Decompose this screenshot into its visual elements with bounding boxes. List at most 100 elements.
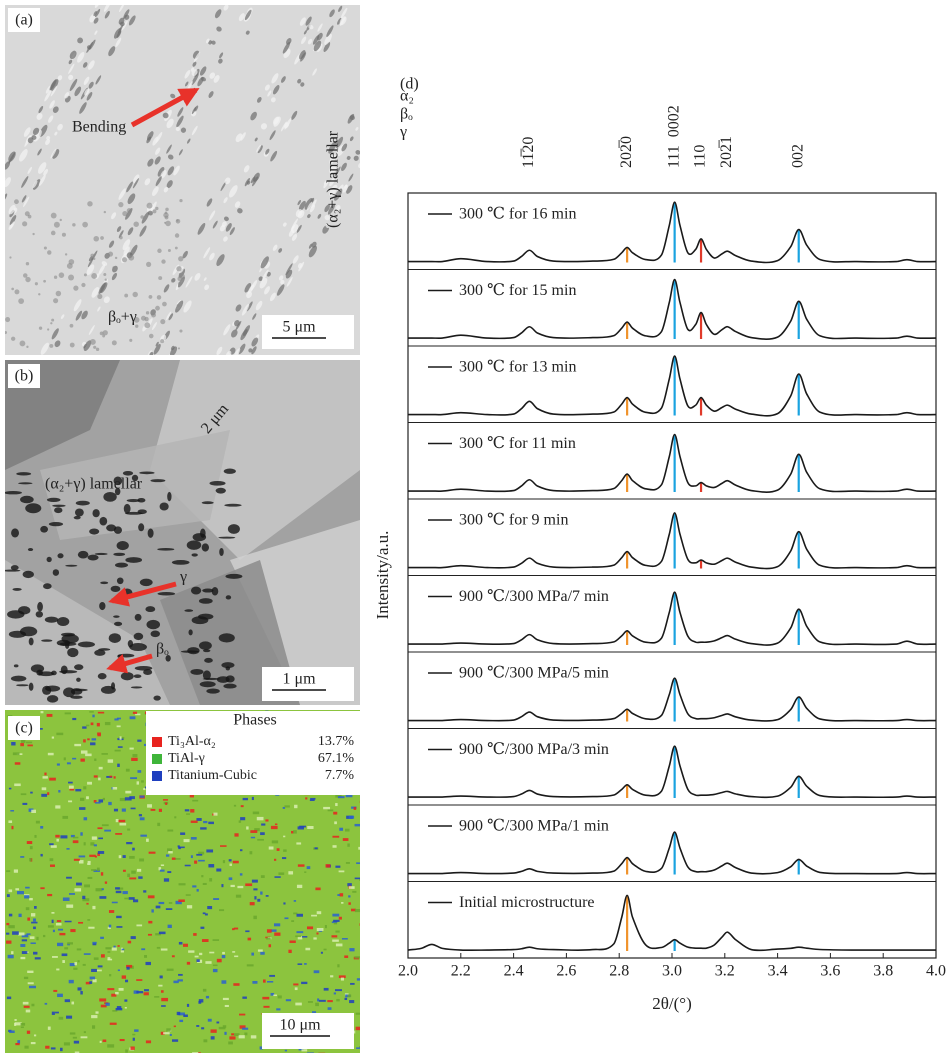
texture <box>125 797 132 800</box>
texture <box>236 895 241 898</box>
texture <box>94 775 98 777</box>
texture <box>158 276 162 280</box>
texture <box>307 1052 314 1055</box>
texture <box>43 583 52 589</box>
texture <box>179 942 183 945</box>
texture <box>317 911 321 914</box>
phase-legend-entry: βₒ <box>400 106 413 123</box>
texture <box>200 827 206 829</box>
texture <box>339 828 343 831</box>
texture <box>52 920 54 923</box>
texture <box>21 740 25 743</box>
texture <box>84 817 88 820</box>
texture <box>115 833 122 835</box>
legend-label: 900 ℃/300 MPa/5 min <box>459 665 609 682</box>
texture <box>110 1023 117 1025</box>
texture <box>315 847 318 849</box>
texture <box>57 617 69 626</box>
texture <box>144 992 149 995</box>
texture <box>28 982 34 984</box>
texture <box>198 1001 201 1004</box>
texture <box>333 812 337 815</box>
texture <box>60 219 62 221</box>
texture <box>219 909 224 911</box>
texture <box>105 1003 109 1006</box>
texture <box>25 277 30 282</box>
texture <box>24 1046 28 1049</box>
texture <box>225 574 242 579</box>
texture <box>315 888 320 891</box>
texture <box>161 1005 166 1007</box>
texture <box>53 298 58 303</box>
texture <box>74 962 77 965</box>
texture <box>78 987 82 990</box>
texture <box>95 1011 98 1013</box>
texture <box>56 291 62 297</box>
texture <box>129 339 132 342</box>
texture <box>20 743 24 746</box>
texture <box>132 292 137 297</box>
texture <box>147 203 153 209</box>
texture <box>175 858 181 860</box>
texture <box>30 792 33 794</box>
texture <box>99 799 104 802</box>
texture <box>136 924 142 926</box>
texture <box>285 1050 287 1052</box>
texture <box>212 587 219 596</box>
texture <box>242 997 247 999</box>
texture <box>294 805 297 808</box>
texture <box>297 885 302 888</box>
texture <box>200 529 206 538</box>
texture <box>261 823 265 825</box>
texture <box>105 881 107 883</box>
texture <box>274 933 280 936</box>
texture <box>231 885 235 887</box>
texture <box>58 790 60 792</box>
texture <box>172 560 190 565</box>
y-axis-title: Intensity/a.u. <box>373 531 392 620</box>
texture <box>344 955 348 958</box>
texture <box>77 948 82 950</box>
texture <box>51 1047 56 1049</box>
texture <box>9 788 12 790</box>
texture <box>17 891 24 894</box>
phase-name: Titanium-Cubic <box>168 768 257 783</box>
texture <box>115 563 128 568</box>
legend-label: Initial microstructure <box>459 894 595 911</box>
texture <box>86 796 89 799</box>
texture <box>252 797 254 800</box>
texture <box>70 929 75 932</box>
texture <box>185 809 190 811</box>
texture <box>27 971 33 973</box>
texture <box>203 1039 207 1042</box>
texture <box>186 894 191 896</box>
texture <box>325 925 327 928</box>
texture <box>121 672 134 680</box>
texture <box>359 130 367 139</box>
texture <box>283 902 285 904</box>
texture <box>211 1029 217 1032</box>
texture <box>76 883 82 886</box>
legend-label: 300 ℃ for 15 min <box>459 282 576 299</box>
texture <box>219 633 235 642</box>
texture <box>97 294 102 299</box>
texture <box>93 979 97 982</box>
texture <box>224 1032 226 1035</box>
texture <box>67 648 78 657</box>
texture <box>178 899 185 902</box>
texture <box>128 255 134 261</box>
texture <box>146 1040 151 1043</box>
texture <box>204 658 213 663</box>
texture <box>8 955 14 958</box>
texture <box>98 673 107 679</box>
texture <box>360 132 367 142</box>
texture <box>89 855 96 857</box>
texture <box>26 907 30 910</box>
texture <box>266 938 270 940</box>
texture <box>174 1026 176 1028</box>
texture <box>18 298 24 304</box>
texture <box>24 977 28 979</box>
texture <box>95 553 108 555</box>
texture <box>31 1004 34 1007</box>
texture <box>14 664 19 667</box>
